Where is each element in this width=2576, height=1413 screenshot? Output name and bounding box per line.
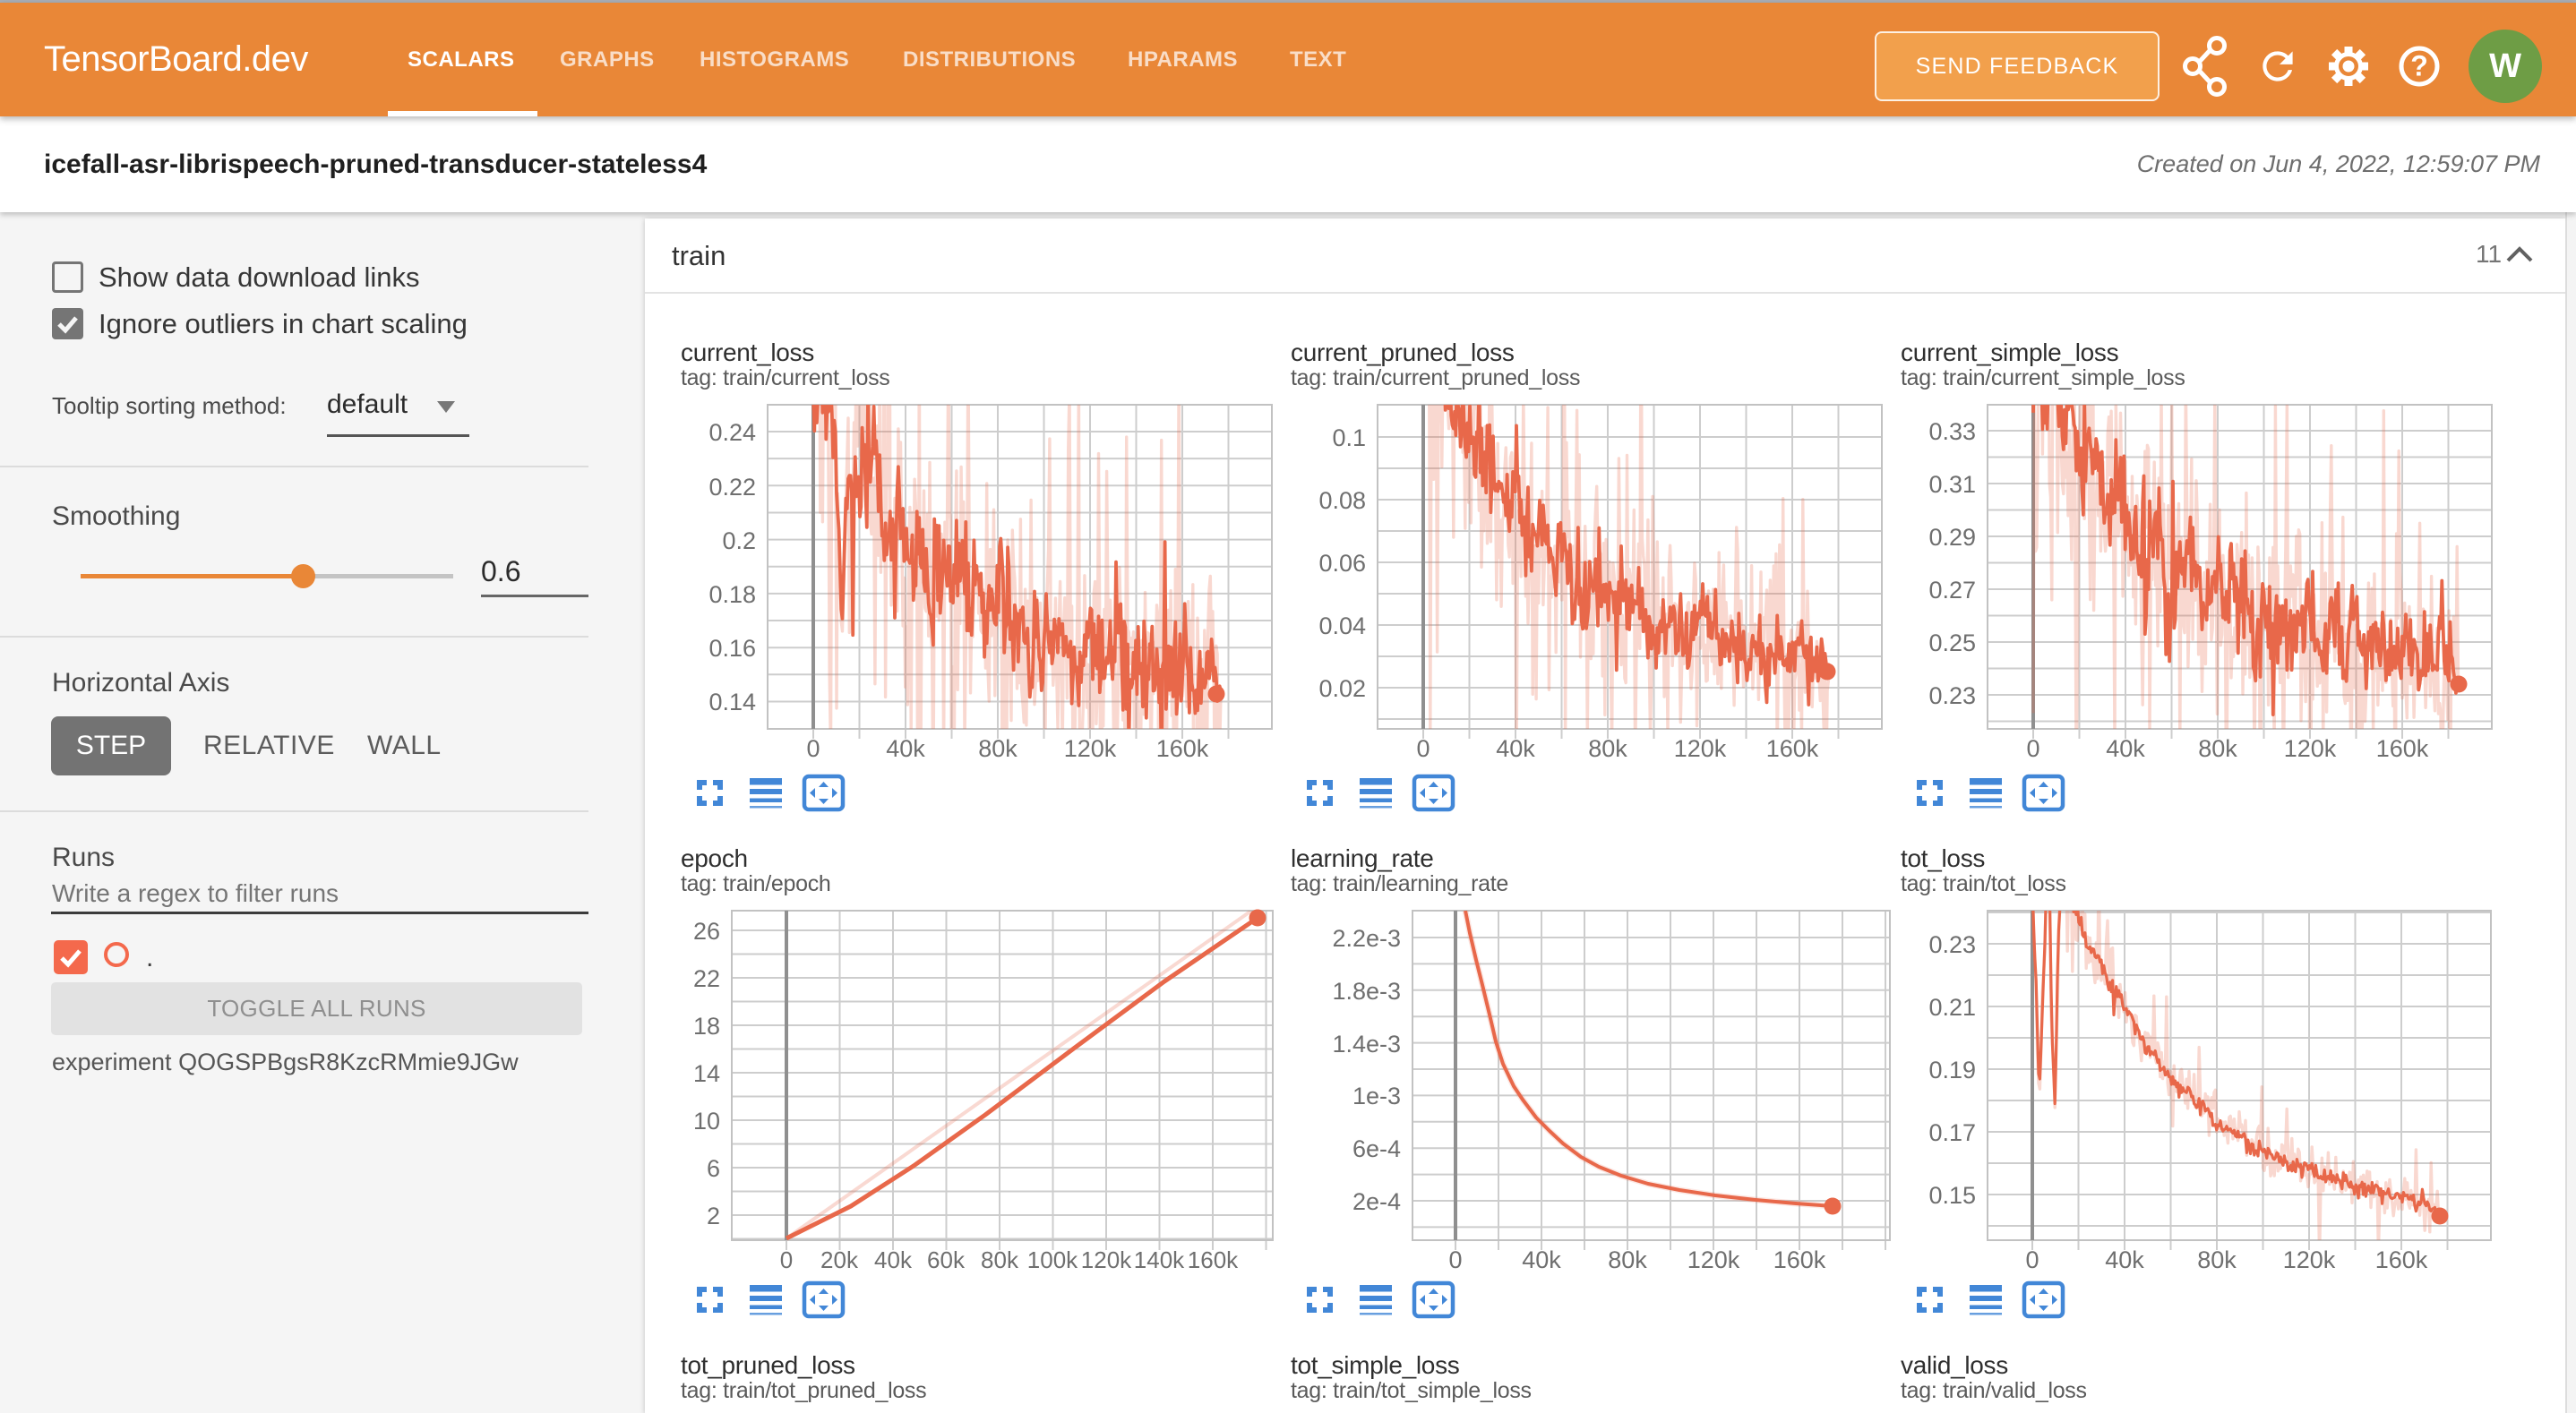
svg-text:20k: 20k: [820, 1246, 859, 1273]
svg-text:40k: 40k: [874, 1246, 913, 1273]
svg-text:22: 22: [693, 965, 720, 992]
svg-text:60k: 60k: [927, 1246, 966, 1273]
svg-text:0.16: 0.16: [708, 635, 756, 662]
svg-text:40k: 40k: [1496, 735, 1535, 762]
svg-text:160k: 160k: [1766, 735, 1819, 762]
svg-text:0.27: 0.27: [1928, 577, 1976, 604]
svg-text:0.02: 0.02: [1318, 675, 1366, 702]
svg-text:tot_pruned_loss: tot_pruned_loss: [681, 1351, 855, 1379]
svg-text:2e-4: 2e-4: [1352, 1188, 1401, 1215]
svg-text:tag: train/current_loss: tag: train/current_loss: [681, 365, 890, 390]
svg-text:0.24: 0.24: [708, 419, 756, 446]
svg-text:2.2e-3: 2.2e-3: [1332, 925, 1401, 952]
svg-text:?: ?: [2410, 50, 2428, 82]
svg-text:0.25: 0.25: [1928, 629, 1976, 656]
svg-text:0.22: 0.22: [708, 474, 756, 501]
svg-text:current_loss: current_loss: [681, 338, 814, 366]
svg-text:current_pruned_loss: current_pruned_loss: [1291, 338, 1515, 366]
svg-text:0.19: 0.19: [1928, 1057, 1976, 1083]
svg-text:0.23: 0.23: [1928, 682, 1976, 709]
svg-text:tag: train/tot_pruned_loss: tag: train/tot_pruned_loss: [681, 1378, 926, 1403]
svg-text:learning_rate: learning_rate: [1291, 844, 1434, 872]
svg-text:120k: 120k: [2284, 735, 2337, 762]
svg-text:80k: 80k: [2198, 735, 2237, 762]
svg-text:80k: 80k: [1608, 1246, 1647, 1273]
svg-text:0: 0: [1416, 735, 1430, 762]
svg-text:160k: 160k: [2376, 735, 2429, 762]
svg-text:0.1: 0.1: [1332, 424, 1366, 451]
svg-text:tot_simple_loss: tot_simple_loss: [1291, 1351, 1459, 1379]
svg-text:current_simple_loss: current_simple_loss: [1901, 338, 2118, 366]
svg-text:160k: 160k: [1188, 1246, 1239, 1273]
svg-text:6: 6: [707, 1155, 720, 1182]
svg-text:0.14: 0.14: [708, 689, 756, 715]
svg-text:tag: train/tot_simple_loss: tag: train/tot_simple_loss: [1291, 1378, 1532, 1403]
svg-text:0.21: 0.21: [1928, 994, 1976, 1021]
svg-text:6e-4: 6e-4: [1352, 1135, 1401, 1162]
svg-text:120k: 120k: [1687, 1246, 1740, 1273]
svg-text:0: 0: [1448, 1246, 1462, 1273]
svg-text:120k: 120k: [2283, 1246, 2336, 1273]
svg-text:0.08: 0.08: [1318, 487, 1366, 514]
svg-text:0.31: 0.31: [1928, 471, 1976, 498]
svg-text:100k: 100k: [1027, 1246, 1078, 1273]
svg-text:1.8e-3: 1.8e-3: [1332, 978, 1401, 1005]
svg-text:tag: train/current_pruned_loss: tag: train/current_pruned_loss: [1291, 365, 1580, 390]
svg-text:tag: train/learning_rate: tag: train/learning_rate: [1291, 871, 1508, 896]
svg-text:tot_loss: tot_loss: [1901, 844, 1985, 872]
svg-text:tag: train/tot_loss: tag: train/tot_loss: [1901, 871, 2066, 896]
svg-text:40k: 40k: [886, 735, 925, 762]
svg-text:80k: 80k: [1588, 735, 1627, 762]
svg-text:0.2: 0.2: [722, 527, 756, 554]
svg-text:0.18: 0.18: [708, 581, 756, 608]
svg-text:tag: train/valid_loss: tag: train/valid_loss: [1901, 1378, 2087, 1403]
svg-text:18: 18: [693, 1013, 720, 1040]
svg-text:valid_loss: valid_loss: [1901, 1351, 2008, 1379]
svg-text:80k: 80k: [2197, 1246, 2237, 1273]
svg-text:1.4e-3: 1.4e-3: [1332, 1031, 1401, 1058]
svg-text:120k: 120k: [1674, 735, 1727, 762]
svg-text:0.29: 0.29: [1928, 524, 1976, 551]
svg-text:0: 0: [2026, 735, 2039, 762]
svg-text:0.33: 0.33: [1928, 418, 1976, 445]
svg-text:26: 26: [693, 918, 720, 945]
svg-text:160k: 160k: [2375, 1246, 2428, 1273]
svg-text:80k: 80k: [978, 735, 1018, 762]
svg-text:0.17: 0.17: [1928, 1119, 1976, 1146]
svg-text:epoch: epoch: [681, 844, 748, 872]
svg-text:120k: 120k: [1081, 1246, 1132, 1273]
svg-text:0.23: 0.23: [1928, 931, 1976, 958]
svg-text:tag: train/epoch: tag: train/epoch: [681, 871, 831, 896]
svg-text:120k: 120k: [1064, 735, 1117, 762]
svg-text:0: 0: [780, 1246, 793, 1273]
svg-text:tag: train/current_simple_loss: tag: train/current_simple_loss: [1901, 365, 2185, 390]
svg-text:2: 2: [707, 1203, 720, 1229]
svg-text:0.15: 0.15: [1928, 1182, 1976, 1209]
svg-text:160k: 160k: [1156, 735, 1209, 762]
svg-text:80k: 80k: [981, 1246, 1019, 1273]
svg-text:10: 10: [693, 1108, 720, 1135]
svg-text:0.06: 0.06: [1318, 550, 1366, 577]
svg-text:14: 14: [693, 1060, 720, 1087]
svg-text:40k: 40k: [1522, 1246, 1561, 1273]
svg-text:40k: 40k: [2106, 735, 2145, 762]
svg-text:0: 0: [806, 735, 820, 762]
svg-text:160k: 160k: [1773, 1246, 1826, 1273]
svg-text:0: 0: [2025, 1246, 2039, 1273]
svg-text:0.04: 0.04: [1318, 612, 1366, 639]
svg-text:1e-3: 1e-3: [1352, 1083, 1401, 1109]
svg-text:140k: 140k: [1134, 1246, 1185, 1273]
svg-text:40k: 40k: [2105, 1246, 2144, 1273]
